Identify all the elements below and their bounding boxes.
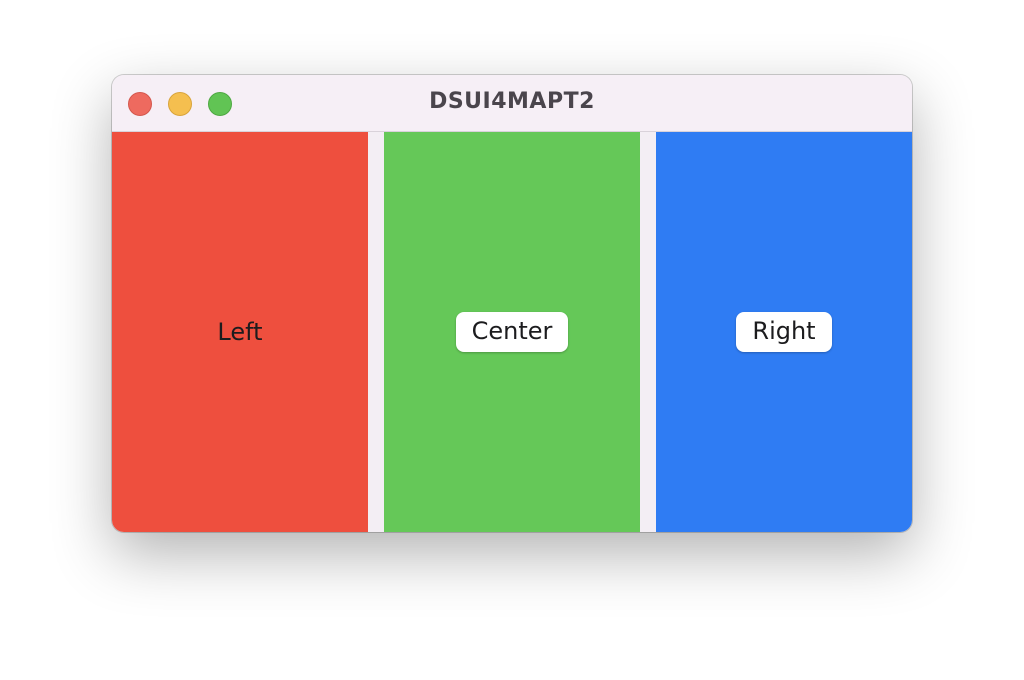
- right-panel: Right: [656, 132, 912, 532]
- close-button[interactable]: [128, 92, 152, 116]
- window-title: DSUI4MAPT2: [429, 89, 595, 114]
- app-window: DSUI4MAPT2 Left Center Right: [112, 75, 912, 532]
- left-label: Left: [217, 318, 263, 346]
- right-button[interactable]: Right: [736, 312, 832, 352]
- minimize-button[interactable]: [168, 92, 192, 116]
- title-bar[interactable]: DSUI4MAPT2: [112, 75, 912, 132]
- center-panel: Center: [384, 132, 640, 532]
- zoom-button[interactable]: [208, 92, 232, 116]
- split-view: Left Center Right: [112, 132, 912, 532]
- center-button[interactable]: Center: [455, 312, 569, 352]
- left-panel: Left: [112, 132, 368, 532]
